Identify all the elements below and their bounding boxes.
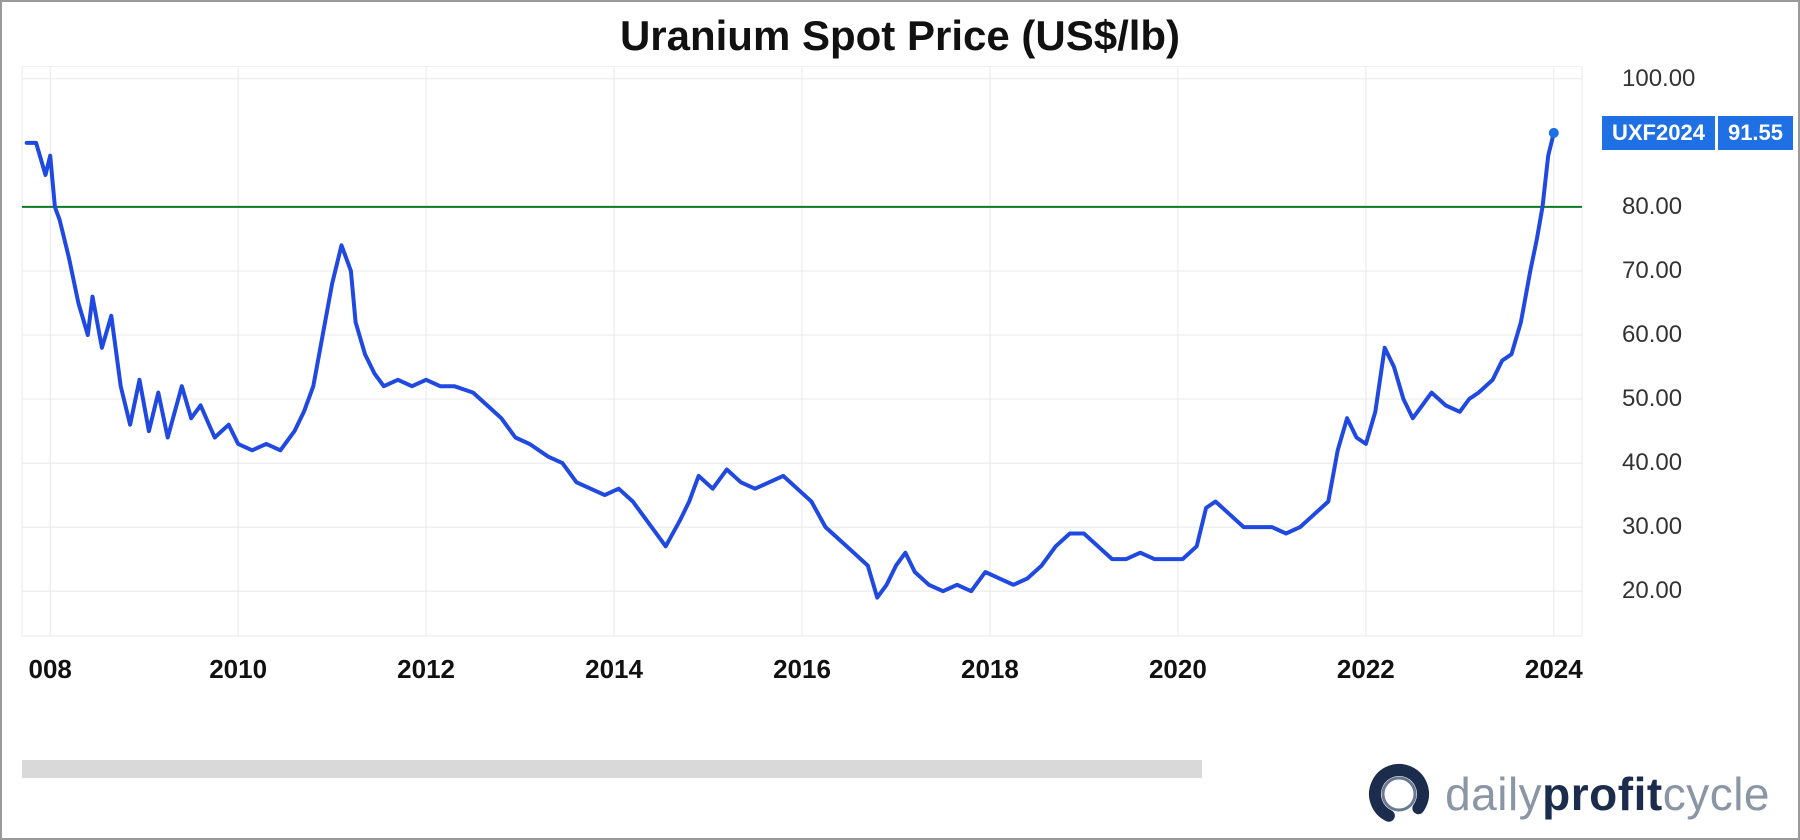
brand-pre: daily [1445, 768, 1542, 820]
y-tick-label: 80.00 [1622, 193, 1682, 221]
last-price-value: 91.55 [1718, 116, 1793, 150]
x-tick-label: 2010 [209, 654, 267, 685]
horizontal-scrollbar[interactable] [22, 760, 1202, 778]
x-tick-label: 2014 [585, 654, 643, 685]
y-tick-label: 60.00 [1622, 321, 1682, 349]
chart-title: Uranium Spot Price (US$/lb) [16, 12, 1784, 60]
chart-area: 20.00 30.00 40.00 50.00 60.00 70.00 80.00 100.0… [2, 66, 1772, 706]
x-tick-label: 2018 [961, 654, 1019, 685]
brand-bold: profit [1542, 768, 1663, 820]
x-tick-label: 2020 [1149, 654, 1207, 685]
chart-frame: Uranium Spot Price (US$/lb) 20.00 30.00 40… [0, 0, 1800, 840]
y-tick-label: 70.00 [1622, 257, 1682, 285]
x-tick-label: 2016 [773, 654, 831, 685]
brand-ring-icon [1367, 762, 1431, 826]
y-tick-label: 20.00 [1622, 577, 1682, 605]
x-tick-label: 2022 [1337, 654, 1395, 685]
brand-text: dailyprofitcycle [1445, 767, 1770, 821]
x-tick-label: 2024 [1525, 654, 1583, 685]
y-tick-label: 30.00 [1622, 513, 1682, 541]
y-tick-label: 100.00 [1622, 65, 1695, 93]
y-tick-label: 50.00 [1622, 385, 1682, 413]
brand-logo: dailyprofitcycle [1367, 762, 1770, 826]
x-tick-label: 2012 [397, 654, 455, 685]
y-tick-label: 40.00 [1622, 449, 1682, 477]
y-axis-labels: 20.00 30.00 40.00 50.00 60.00 70.00 80.00 100.0… [1582, 66, 1772, 706]
last-price-badge: UXF2024 91.55 [1602, 116, 1793, 150]
brand-post: cycle [1663, 768, 1770, 820]
price-line-chart [2, 66, 1772, 706]
x-tick-label: 008 [28, 654, 71, 685]
ticker-label: UXF2024 [1602, 116, 1715, 150]
